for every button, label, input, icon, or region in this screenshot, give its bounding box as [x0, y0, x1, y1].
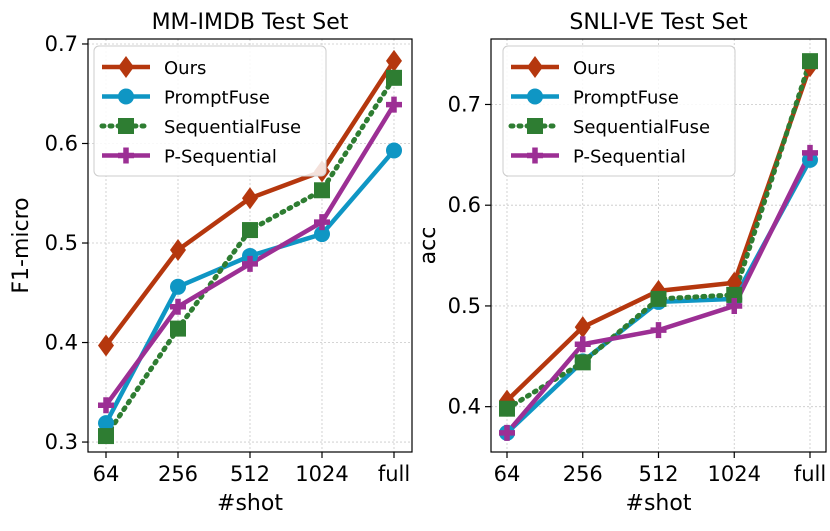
- marker-p-sequential-1: [574, 336, 591, 353]
- marker-legend-promptfuse-0: [118, 88, 134, 105]
- marker-ours-0: [98, 334, 114, 357]
- chart-panel-snli-ve: 64 256 512 1024 full 0.4 0.5 0.6 0.7 SNLI-VE Test…: [416, 10, 827, 516]
- marker-sequentialfuse-4: [386, 69, 402, 86]
- marker-legend-ours-0: [527, 56, 543, 78]
- x-axis-label: #shot: [626, 491, 692, 516]
- legend-box: [502, 45, 736, 177]
- x-tick-label-64: 64: [494, 462, 521, 486]
- chart-title: MM-IMDB Test Set: [152, 10, 349, 35]
- marker-p-sequential-4: [802, 144, 818, 161]
- marker-legend-sequentialfuse-0: [118, 118, 134, 134]
- marker-p-sequential-0: [98, 397, 114, 414]
- y-tick-label-2: 0.5: [45, 231, 78, 255]
- marker-sequentialfuse-0: [499, 400, 515, 417]
- marker-sequentialfuse-1: [574, 354, 591, 371]
- marker-p-sequential-2: [242, 255, 258, 272]
- legend: Ours PromptFuse SequentialFuse P-Sequential: [93, 45, 327, 177]
- marker-promptfuse-0: [98, 415, 114, 432]
- legend-label-sequentialfuse: SequentialFuse: [164, 117, 301, 138]
- y-tick-label-4: 0.7: [45, 32, 78, 56]
- legend-label-promptfuse: PromptFuse: [164, 88, 270, 109]
- x-tick-label-1024: 1024: [295, 462, 348, 486]
- markers-promptfuse: [98, 142, 402, 432]
- legend-label-promptfuse: PromptFuse: [573, 88, 679, 109]
- marker-legend-p-sequential-0: [118, 147, 134, 164]
- marker-p-sequential-2: [650, 322, 667, 339]
- y-tick-label-0: 0.3: [45, 430, 78, 454]
- chart-panel-mm-imdb: 64 256 512 1024 full 0.3 0.4 0.5 0.6 0.7 MM-IMDB T…: [9, 10, 413, 516]
- marker-ours-2: [242, 187, 258, 210]
- legend-label-p-sequential: P-Sequential: [164, 147, 277, 168]
- legend-label-ours: Ours: [573, 58, 615, 79]
- marker-promptfuse-4: [386, 142, 402, 159]
- y-tick-label-3: 0.7: [448, 92, 481, 116]
- y-axis-label: acc: [416, 227, 441, 265]
- marker-sequentialfuse-2: [242, 222, 258, 239]
- marker-legend-sequentialfuse-0: [527, 118, 543, 134]
- marker-ours-4: [386, 49, 402, 72]
- x-tick-label-full: full: [794, 462, 826, 486]
- y-tick-label-1: 0.5: [448, 294, 481, 318]
- x-tick-label-256: 256: [158, 462, 198, 486]
- x-tick-label-64: 64: [93, 462, 120, 486]
- marker-sequentialfuse-1: [170, 320, 186, 337]
- y-tick-label-1: 0.4: [45, 331, 78, 355]
- legend: Ours PromptFuse SequentialFuse P-Sequential: [502, 45, 736, 177]
- marker-p-sequential-3: [314, 214, 330, 231]
- marker-sequentialfuse-3: [314, 182, 330, 199]
- marker-sequentialfuse-4: [802, 53, 818, 70]
- y-tick-label-0: 0.4: [448, 395, 481, 419]
- legend-label-sequentialfuse: SequentialFuse: [573, 117, 710, 138]
- marker-p-sequential-0: [499, 424, 515, 441]
- legend-label-p-sequential: P-Sequential: [573, 147, 686, 168]
- marker-p-sequential-3: [726, 297, 743, 314]
- x-tick-label-1024: 1024: [708, 462, 761, 486]
- markers-p-sequential: [499, 144, 818, 441]
- marker-legend-promptfuse-0: [527, 88, 543, 105]
- x-tick-label-256: 256: [563, 462, 603, 486]
- marker-sequentialfuse-3: [726, 286, 743, 303]
- chart-title: SNLI-VE Test Set: [569, 10, 748, 35]
- marker-p-sequential-4: [386, 96, 402, 113]
- x-tick-label-512: 512: [638, 462, 678, 486]
- marker-promptfuse-3: [314, 226, 330, 243]
- x-tick-label-512: 512: [230, 462, 270, 486]
- marker-p-sequential-1: [170, 298, 186, 315]
- marker-legend-ours-0: [118, 56, 134, 78]
- marker-sequentialfuse-0: [98, 428, 114, 445]
- markers-sequentialfuse: [98, 69, 402, 445]
- x-axis-label: #shot: [217, 491, 283, 516]
- marker-legend-p-sequential-0: [527, 147, 543, 164]
- markers-sequentialfuse: [499, 53, 818, 417]
- x-tick-label-full: full: [378, 462, 410, 486]
- y-tick-label-2: 0.6: [448, 193, 481, 217]
- markers-p-sequential: [98, 96, 402, 414]
- legend-label-ours: Ours: [164, 58, 206, 79]
- marker-ours-1: [170, 238, 186, 261]
- y-axis-label: F1-micro: [9, 197, 34, 293]
- legend-box: [93, 45, 327, 177]
- marker-ours-1: [574, 316, 591, 339]
- y-tick-label-3: 0.6: [45, 131, 78, 155]
- marker-promptfuse-1: [170, 278, 186, 295]
- marker-sequentialfuse-2: [650, 290, 667, 307]
